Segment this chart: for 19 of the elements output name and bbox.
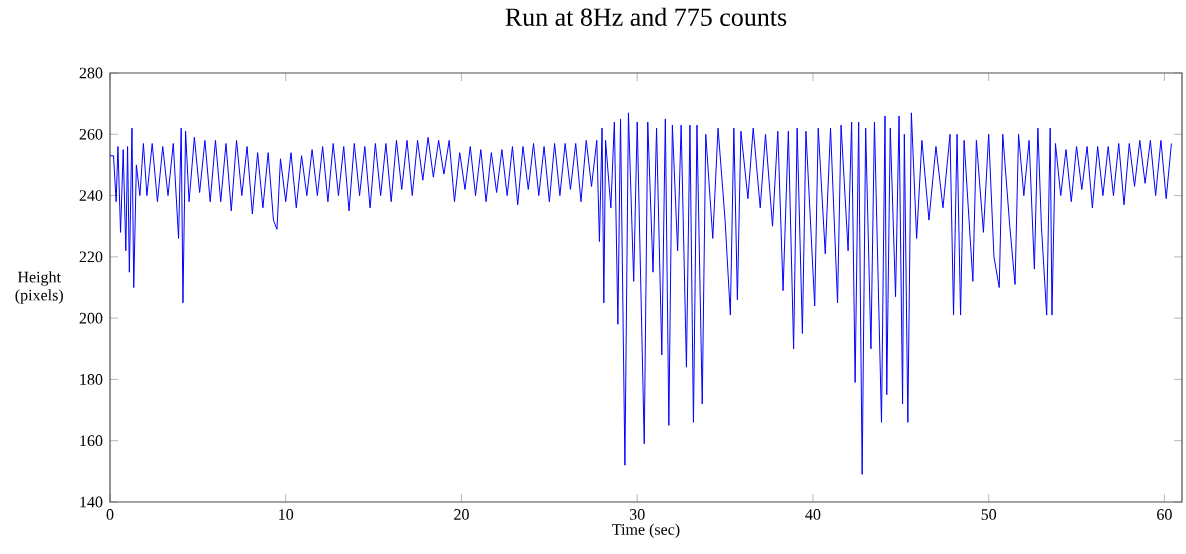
y-tick-label: 260 [79, 128, 103, 140]
x-tick-label: 10 [279, 509, 294, 520]
y-tick-label: 160 [80, 435, 103, 447]
y-tick-label: 140 [80, 496, 103, 508]
y-tick-label: 240 [79, 190, 103, 201]
y-tick-label: 200 [79, 312, 103, 324]
x-tick-label: 30 [629, 509, 645, 520]
x-tick-label: 40 [805, 509, 821, 520]
line-series [110, 112, 1172, 475]
y-tick-label: 280 [79, 67, 103, 79]
x-tick-label: 0 [106, 509, 114, 520]
x-tick-label: 60 [1157, 509, 1172, 520]
y-tick-label: 180 [80, 374, 103, 385]
y-tick-label: 220 [79, 251, 103, 263]
x-tick-label: 20 [454, 509, 469, 520]
x-tick-label: 50 [981, 509, 997, 520]
x-axis-title: Time (sec) [612, 523, 680, 539]
chart-title: Run at 8Hz and 775 counts [505, 7, 787, 26]
y-axis-title: Height (pixels) [15, 271, 63, 304]
